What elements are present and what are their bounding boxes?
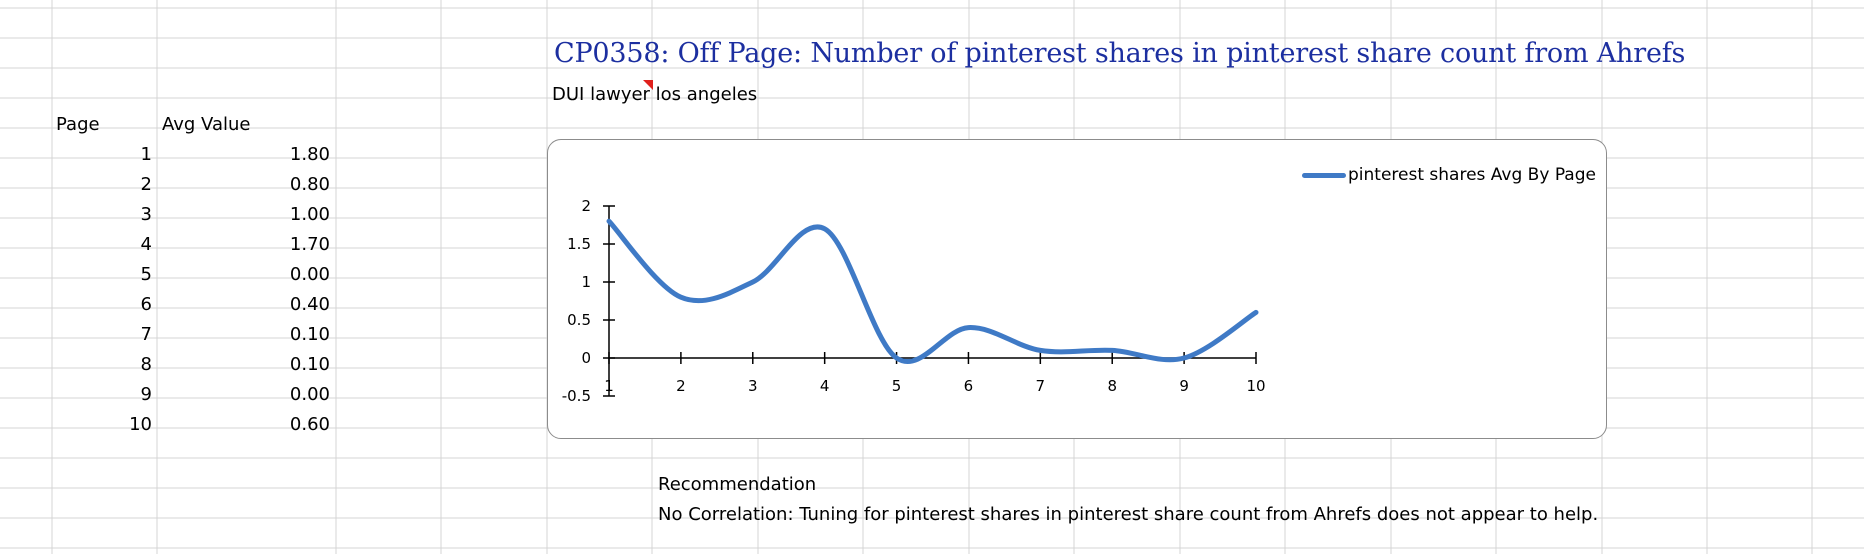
- y-tick-label: 2: [581, 197, 591, 215]
- table-header-avg-value[interactable]: Avg Value: [162, 114, 251, 135]
- x-tick-label: 4: [820, 377, 830, 395]
- x-tick-label: 6: [964, 377, 974, 395]
- data-point: [607, 219, 611, 223]
- table-cell-avg-value[interactable]: 0.60: [289, 414, 330, 435]
- table-cell-page[interactable]: 2: [140, 174, 152, 195]
- table-cell-avg-value[interactable]: 0.00: [289, 384, 330, 405]
- table-cell-avg-value[interactable]: 0.10: [289, 354, 330, 375]
- x-tick-label: 1: [604, 377, 614, 395]
- x-tick-label: 10: [1246, 377, 1265, 395]
- chart-container[interactable]: [547, 139, 1607, 439]
- x-tick-label: 9: [1179, 377, 1189, 395]
- x-tick-label: 8: [1107, 377, 1117, 395]
- table-cell-page[interactable]: 10: [129, 414, 152, 435]
- data-point: [679, 295, 683, 299]
- comment-indicator-icon[interactable]: [643, 80, 653, 90]
- data-point: [751, 280, 755, 284]
- data-point: [1254, 310, 1258, 314]
- recommendation-heading[interactable]: Recommendation: [658, 474, 817, 495]
- table-cell-avg-value[interactable]: 0.10: [289, 324, 330, 345]
- table-cell-avg-value[interactable]: 1.00: [289, 204, 330, 225]
- table-header-page[interactable]: Page: [56, 114, 100, 135]
- table-cell-page[interactable]: 9: [140, 384, 152, 405]
- table-cell-page[interactable]: 7: [140, 324, 152, 345]
- y-tick-label: 1: [581, 273, 591, 291]
- table-cell-page[interactable]: 6: [140, 294, 152, 315]
- table-cell-page[interactable]: 3: [140, 204, 152, 225]
- data-point: [823, 227, 827, 231]
- x-tick-label: 2: [676, 377, 686, 395]
- chart-legend: pinterest shares Avg By Page: [1302, 164, 1596, 186]
- table-cell-page[interactable]: 1: [140, 144, 152, 165]
- y-tick-label: 0: [581, 349, 591, 367]
- keyword-cell[interactable]: DUI lawyer los angeles: [552, 84, 758, 105]
- recommendation-text[interactable]: No Correlation: Tuning for pinterest sha…: [658, 504, 1599, 525]
- x-tick-label: 5: [892, 377, 902, 395]
- legend-label: pinterest shares Avg By Page: [1348, 165, 1596, 185]
- table-cell-page[interactable]: 4: [140, 234, 152, 255]
- data-point: [1110, 348, 1114, 352]
- data-point: [1038, 348, 1042, 352]
- y-tick-label: -0.5: [562, 387, 591, 405]
- table-cell-avg-value[interactable]: 1.80: [289, 144, 330, 165]
- data-point: [895, 356, 899, 360]
- x-tick-label: 7: [1036, 377, 1046, 395]
- y-tick-label: 1.5: [567, 235, 591, 253]
- table-cell-avg-value[interactable]: 1.70: [289, 234, 330, 255]
- legend-line-icon: [1302, 172, 1346, 178]
- data-point: [1182, 356, 1186, 360]
- x-tick-label: 3: [748, 377, 758, 395]
- table-cell-avg-value[interactable]: 0.00: [289, 264, 330, 285]
- table-cell-page[interactable]: 5: [140, 264, 152, 285]
- data-point: [966, 326, 970, 330]
- table-cell-page[interactable]: 8: [140, 354, 152, 375]
- table-cell-avg-value[interactable]: 0.80: [289, 174, 330, 195]
- series-line: [606, 218, 1259, 364]
- table-cell-avg-value[interactable]: 0.40: [289, 294, 330, 315]
- y-tick-label: 0.5: [567, 311, 591, 329]
- page-title[interactable]: CP0358: Off Page: Number of pinterest sh…: [554, 38, 1686, 69]
